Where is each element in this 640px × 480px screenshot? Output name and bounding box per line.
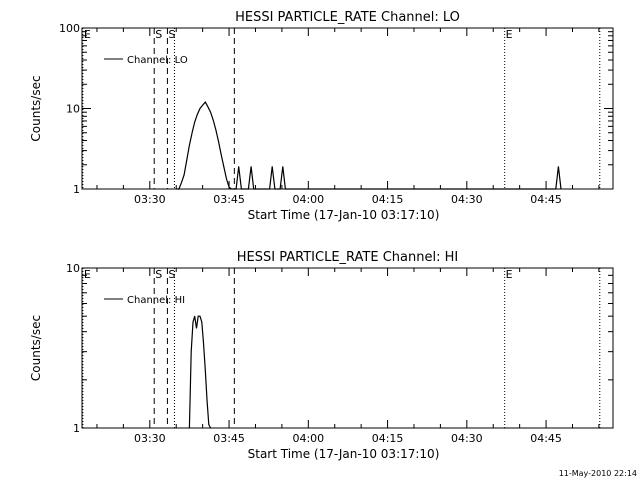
data-point [555,188,557,190]
data-point [274,188,276,190]
x-axis-label: Start Time (17-Jan-10 03:17:10) [248,208,440,222]
data-point [250,166,252,167]
data-point [204,369,206,371]
x-tick-label: 04:00 [292,193,324,206]
legend-label: Channel: LO [127,55,188,66]
chart-panel-0: HESSI PARTICLE_RATE Channel: LO E S S E 03:30… [29,10,614,222]
x-tick-label: 04:15 [372,432,404,445]
series-line-0 [188,315,212,429]
data-point [215,129,217,131]
data-point [196,113,198,115]
data-point [271,166,273,167]
data-point [203,342,204,344]
footer-timestamp: 11-May-2010 22:14 [559,469,637,478]
marker-label-5: E [506,28,513,41]
data-point [240,188,242,190]
marker-label-0: E [84,28,91,41]
data-point [204,101,206,103]
data-point [186,159,188,161]
plot-frame [81,27,614,190]
data-point [253,188,255,190]
data-point [194,121,196,123]
data-point [560,188,562,190]
data-point [269,188,270,190]
data-point [282,166,284,167]
data-point [197,315,199,317]
data-point [210,427,211,429]
data-point [199,315,201,317]
data-point [191,132,193,134]
data-point [238,166,240,167]
x-tick-label: 04:45 [530,193,562,206]
y-axis-label: Counts/sec [29,75,43,141]
x-tick-label: 04:15 [372,193,404,206]
data-point [189,427,190,429]
marker-label-2: S [168,28,175,41]
y-tick-label: 100 [59,22,80,35]
x-tick-label: 03:45 [213,193,245,206]
y-tick-label: 1 [73,183,80,196]
x-tick-label: 04:30 [451,432,483,445]
data-point [228,186,230,188]
series-line-0 [176,101,562,190]
x-tick-label: 03:30 [134,432,166,445]
data-point [231,188,233,190]
data-point [223,166,225,167]
chart-panel-1: HESSI PARTICLE_RATE Channel: HI E S S E 03:30… [29,250,614,461]
marker-label-1: S [155,268,162,281]
data-point [194,315,196,317]
data-point [226,178,227,179]
x-tick-label: 04:30 [451,193,483,206]
data-point [196,327,197,329]
data-point [235,188,237,190]
data-point [201,321,203,323]
data-point [199,108,201,109]
data-point [220,153,222,155]
data-point [248,188,249,190]
y-tick-label: 10 [66,103,80,116]
data-point [206,399,208,401]
y-tick-label: 10 [66,262,80,275]
chart-title: HESSI PARTICLE_RATE Channel: HI [237,250,458,265]
data-point [175,188,177,190]
data-point [207,106,209,108]
data-point [181,182,182,184]
x-tick-label: 03:30 [134,193,166,206]
plot-frame [81,267,614,429]
data-point [190,351,192,353]
data-point [285,188,286,190]
y-tick-label: 1 [73,422,80,435]
data-point [558,166,559,167]
data-point [218,141,219,142]
x-tick-label: 04:45 [530,432,562,445]
data-point [189,144,190,146]
marker-label-1: S [155,28,162,41]
data-point [202,104,204,106]
x-axis-label: Start Time (17-Jan-10 03:17:10) [248,447,440,461]
legend-label: Channel: HI [127,295,185,306]
marker-label-0: E [84,268,91,281]
data-point [212,119,214,121]
marker-label-2: S [168,268,175,281]
data-point [208,424,210,426]
data-point [279,188,281,190]
chart-title: HESSI PARTICLE_RATE Channel: LO [235,10,460,25]
data-point [183,174,185,176]
x-tick-label: 03:45 [213,432,245,445]
data-point [192,321,194,323]
marker-label-5: E [506,268,513,281]
data-point [210,111,211,113]
x-tick-label: 04:00 [292,432,324,445]
y-axis-label: Counts/sec [29,315,43,381]
data-point [178,188,180,190]
